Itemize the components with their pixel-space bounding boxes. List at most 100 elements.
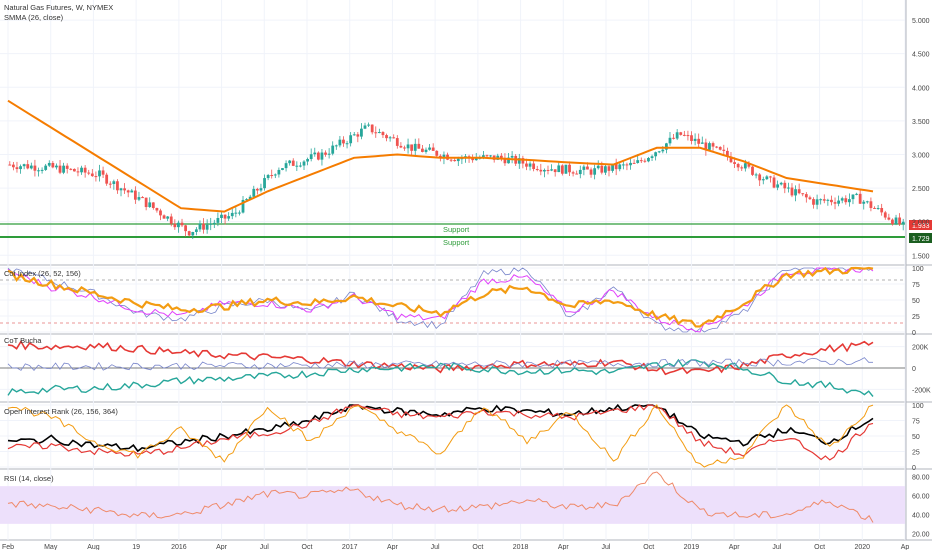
price-axis-label: 50 [912,434,920,441]
open-interest-legend: Open Interest Rank (26, 156, 364) [4,407,118,416]
price-axis-label: 2.500 [912,186,930,193]
candle-body [815,199,819,205]
price-axis-label: 0 [912,330,916,337]
price-axis-label: 3.500 [912,119,930,126]
candle-body [672,137,675,139]
candle-body [729,156,733,163]
time-axis-label: Apr [216,544,228,550]
price-axis[interactable]: 5.000 4.500 4.000 3.500 3.000 2.500 2.000 1.500… [912,18,931,538]
candle-body [686,135,690,137]
candle-body [220,214,223,218]
price-axis-label: 80.00 [912,475,930,482]
candle-body [108,183,112,185]
candle-body [205,224,209,230]
support-lines[interactable] [0,223,905,238]
candle-body [761,179,765,181]
candle-body [539,169,543,172]
candle-body [29,165,33,169]
price-axis-label: 60.00 [912,494,930,501]
candle-body [22,164,26,167]
support-price-tag: 1.729 [912,236,930,243]
candle-body [679,132,683,135]
candle-body [413,143,417,151]
time-axis-label: Oct [814,544,825,550]
cot-raw-lines[interactable] [0,339,905,397]
cot-raw-legend: CoT Bucha [4,336,42,345]
candle-body [442,154,446,159]
candle-body [19,166,22,170]
candle-body [388,137,392,139]
candle-body [377,132,381,134]
candle-body [119,188,123,191]
candle-body [395,138,399,146]
candle-body [887,217,891,220]
candle-body [90,173,94,177]
candle-body [499,155,503,158]
candle-body [198,223,202,230]
candle-body [543,169,546,172]
price-axis-label: -200K [912,387,931,394]
last-price-tag: 1.933 [912,223,930,230]
candle-body [55,165,58,168]
candle-body [417,143,421,149]
candle-body [403,147,406,149]
candle-body [137,197,141,200]
candle-body [697,138,701,144]
last-price-tag-bg [909,220,932,230]
candle-body [532,163,536,170]
smma-legend: SMMA (26, close) [4,13,64,22]
candle-body [295,165,299,167]
price-axis-label: 20.00 [912,531,930,538]
support-label-upper: Support [443,225,470,234]
candle-body [381,132,385,136]
candle-body [847,199,851,203]
candle-body [668,137,672,144]
candle-body [424,149,428,152]
candle-body [291,160,295,166]
candle-body [593,168,597,175]
rsi-line[interactable] [7,471,874,523]
smma-line[interactable] [7,99,874,213]
cot-index-lines[interactable] [0,266,905,333]
candle-body [557,165,561,173]
candle-body [700,142,704,144]
candle-body [521,158,525,164]
candle-body [216,217,220,223]
candle-body [880,208,884,213]
candle-body [360,128,363,137]
candle-body [639,160,643,162]
price-axis-label: 4.500 [912,52,930,59]
candle-body [230,212,234,217]
candle-body [449,159,453,161]
candle-body [44,165,48,170]
candle-body [40,169,44,171]
series-line [7,267,874,333]
price-axis-label: 75 [912,282,920,289]
price-axis-label: 4.000 [912,85,930,92]
time-axis-label: 2019 [684,544,700,550]
open-interest-lines[interactable] [7,403,874,468]
candle-body [47,162,51,166]
candle-body [399,145,403,148]
candle-body [191,231,195,236]
candle-body [94,176,98,178]
candle-body [564,164,568,174]
candle-body [560,165,564,174]
candle-body [313,152,317,155]
candle-body [826,199,830,201]
candle-body [177,222,180,228]
candle-body [711,143,715,147]
candle-body [901,221,905,225]
candle-body [302,161,306,166]
price-axis-label: 25 [912,450,920,457]
candle-body [15,167,19,170]
candle-body [485,155,489,157]
candle-body [618,164,622,170]
time-axis[interactable]: Feb May Aug 19 2016 Apr Jul Oct 2017 Apr Jul Oct 201… [2,544,909,550]
candle-body [431,147,435,151]
time-axis-label: Oct [643,544,654,550]
series-line [7,471,874,523]
candle-body [604,166,607,173]
price-axis-label: 200K [912,345,929,352]
